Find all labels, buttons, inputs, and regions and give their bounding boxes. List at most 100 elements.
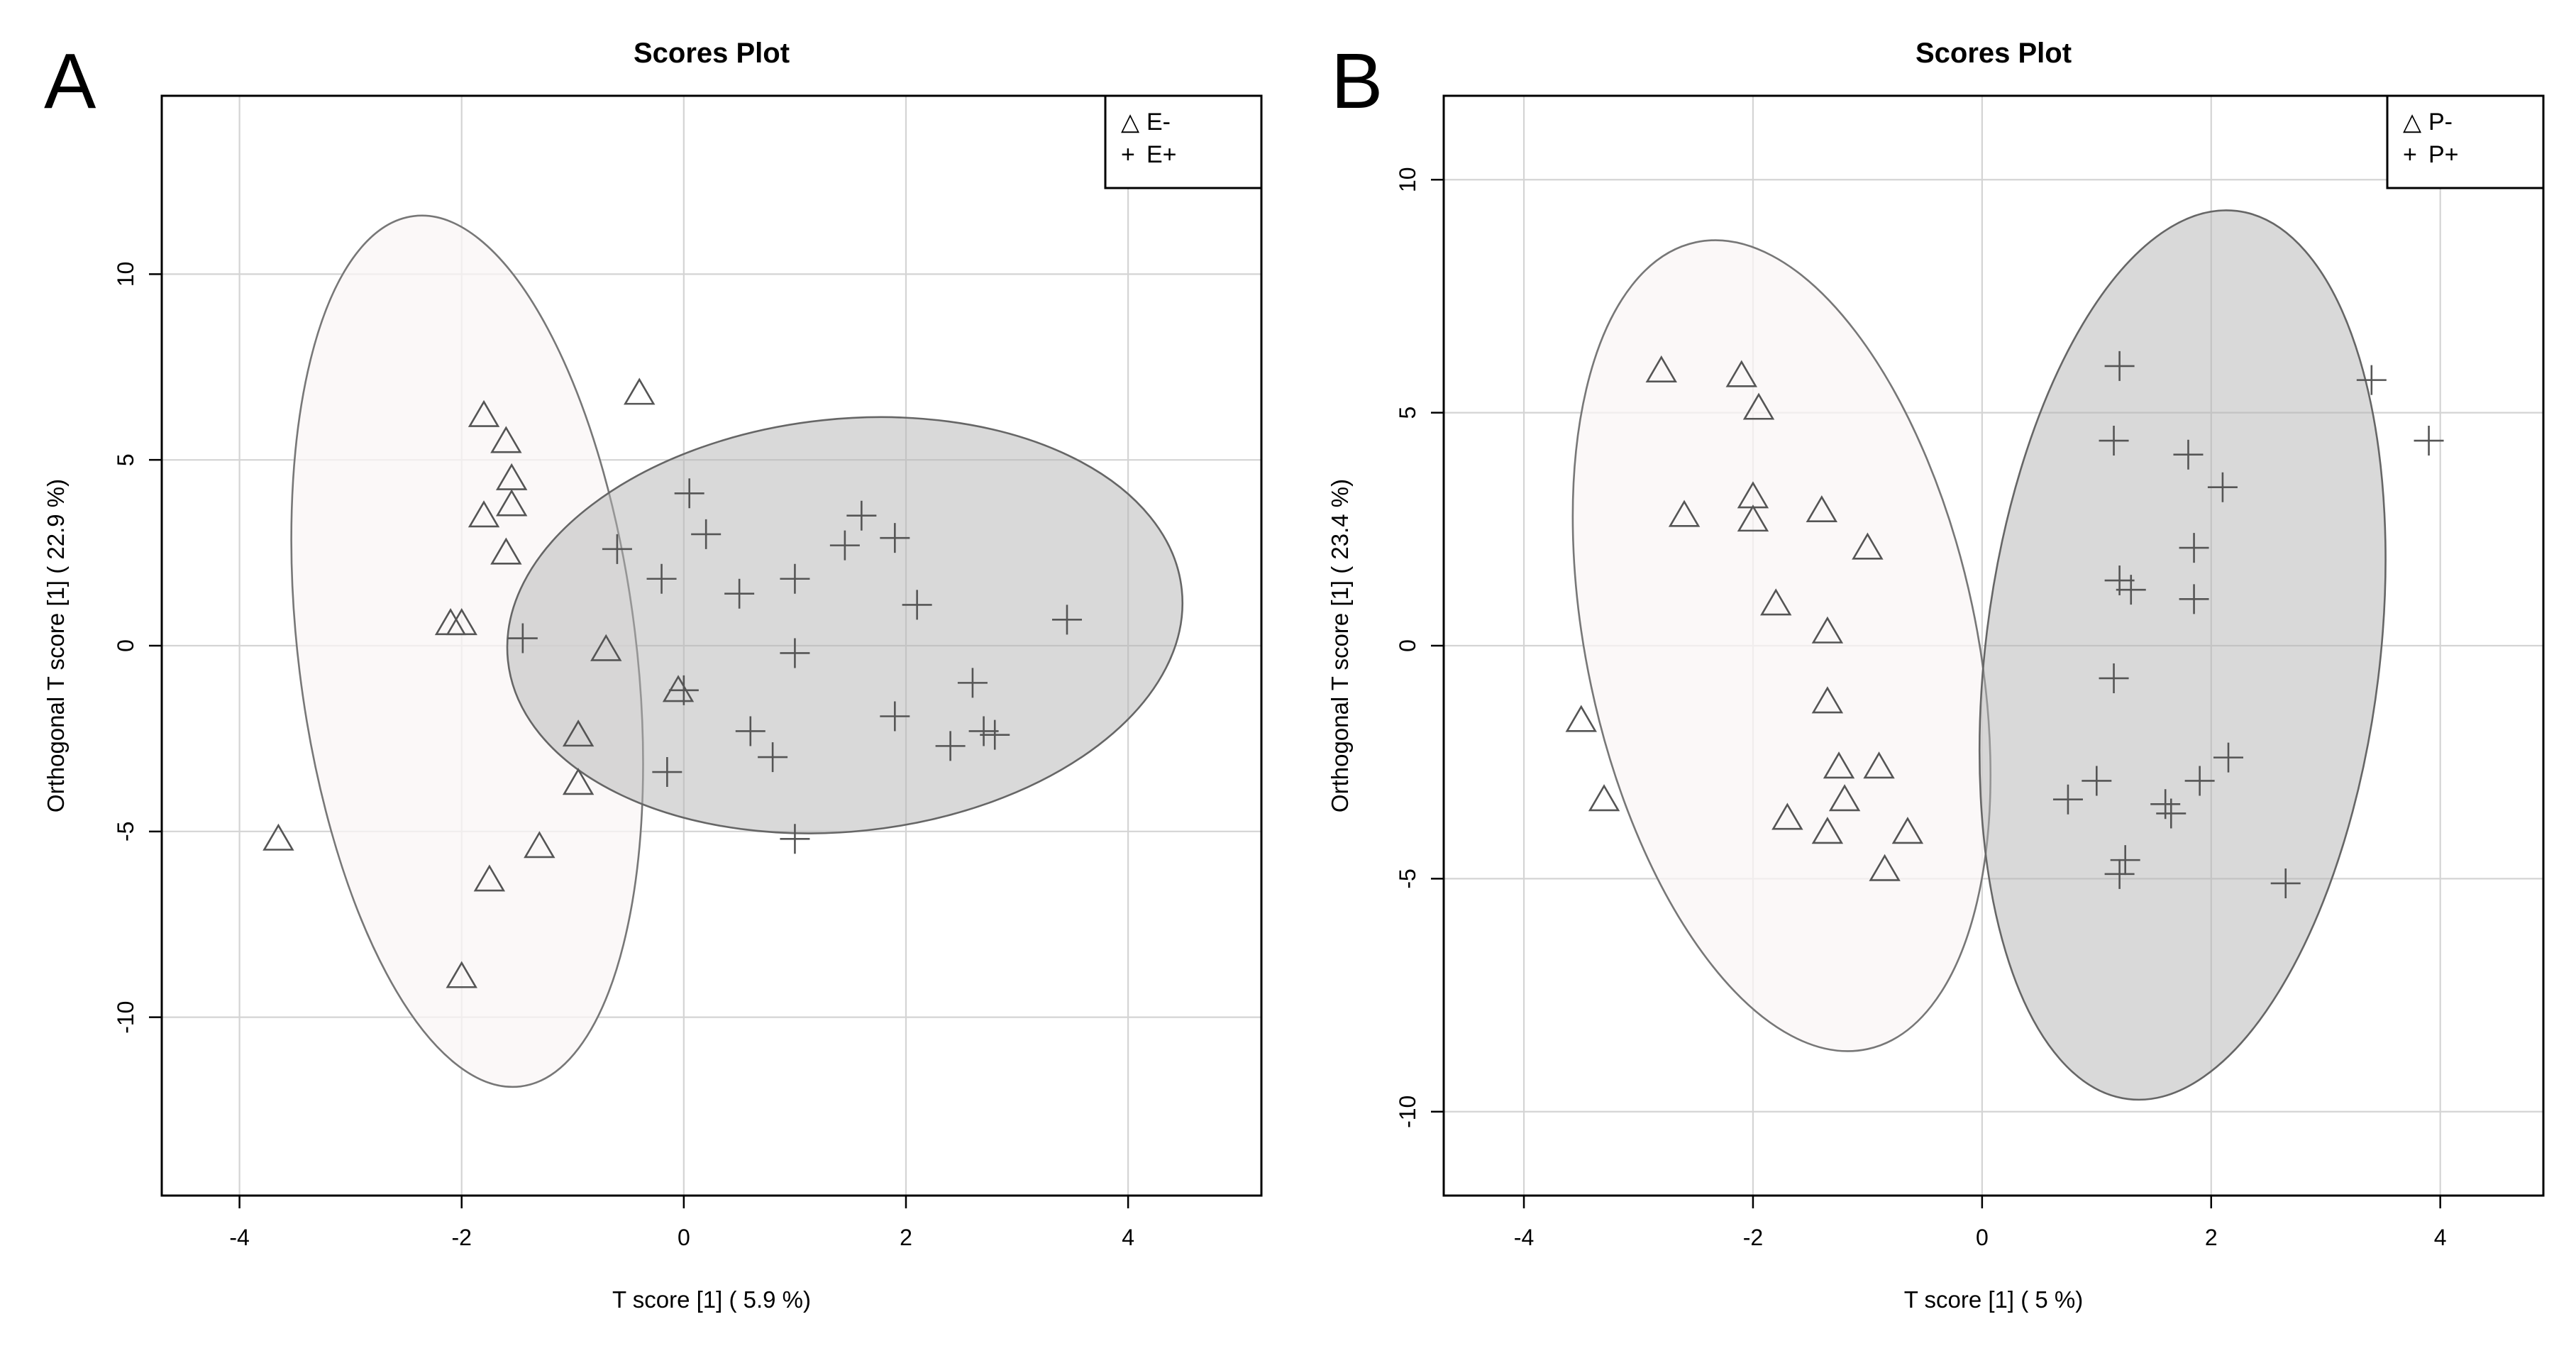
data-point-E+-plus [935,731,966,761]
data-point-P+-plus [2104,351,2135,381]
x-tick-label: 0 [678,1225,690,1250]
data-point-E+-plus [735,716,765,746]
data-point-P+-plus [2173,439,2204,470]
data-point-E--triangle [524,831,555,859]
legend-symbol-E+: + [1121,141,1135,168]
panel-label: B [1331,38,1383,125]
data-point-E--triangle [495,489,528,517]
legend-label-P-: P- [2428,109,2453,136]
data-point-P--triangle [1891,817,1924,844]
data-point-E+-plus [846,500,877,531]
data-point-P--triangle [1565,705,1597,732]
data-point-P--triangle [1811,686,1844,714]
y-tick-label: 5 [113,453,138,466]
data-point-P--triangle [1828,784,1861,812]
panel-a: -4 -2 0 2 4 -10 -5 0 5 10 A Scores Plot T score [1] … [43,38,1263,1313]
data-point-E--triangle [473,864,506,892]
legend-symbol-P-: △ [2403,109,2422,136]
data-point-P--triangle [1725,360,1758,387]
x-tick-label: 2 [900,1225,912,1250]
data-point-E+-plus [724,578,755,609]
legend: △ E- + E+ [1104,94,1263,189]
data-point-P--triangle [1645,355,1677,382]
x-tick-label: 4 [1122,1225,1134,1250]
data-point-P--triangle [1668,500,1701,527]
x-tick-label: 0 [1976,1225,1989,1250]
data-point-P+-plus [2156,798,2187,829]
x-tick-label: 2 [2205,1225,2218,1250]
data-point-P--triangle [1588,784,1620,812]
data-point-P+-plus [2082,766,2112,796]
data-point-P+-plus [2179,584,2209,614]
data-point-E--triangle [624,377,656,405]
data-point-P+-plus [2099,663,2129,693]
legend-label-E+: E+ [1146,141,1177,168]
data-point-E--triangle [662,675,695,702]
x-tick-label: 4 [2434,1225,2447,1250]
data-point-P--triangle [1760,588,1792,616]
data-point-P--triangle [1863,751,1895,779]
data-point-E--triangle [490,537,522,565]
data-point-P+-plus [2270,868,2301,898]
data-point-P+-plus [2414,426,2444,456]
legend-box [2386,94,2545,189]
data-point-P+-plus [2104,859,2135,889]
y-tick-label: 5 [1395,407,1420,419]
y-tick-label: 10 [1395,167,1420,192]
data-point-P--triangle [1811,817,1844,844]
data-point-E+-plus [674,478,704,509]
data-point-E--triangle [562,719,595,747]
data-point-P--triangle [1869,854,1901,881]
legend-box [1104,94,1263,189]
data-point-E--triangle [468,500,500,528]
y-tick-label: -5 [1395,868,1420,888]
x-axis-label: T score [1] ( 5 %) [1904,1286,2083,1313]
data-point-E--triangle [590,634,622,661]
legend-symbol-P+: + [2403,141,2417,168]
legend-label-P+: P+ [2428,141,2459,168]
plot-area [1565,209,2444,1101]
data-point-E--triangle [468,399,500,427]
data-point-P+-plus [2099,426,2129,456]
data-point-P+-plus [2213,742,2243,773]
confidence-ellipse-P+ [1978,209,2387,1101]
y-tick-label: -10 [113,1001,138,1034]
y-axis-label: Orthogonal T score [1] ( 22.9 %) [43,479,69,812]
legend-symbol-E-: △ [1121,109,1140,136]
data-point-P--triangle [1771,802,1803,830]
data-point-P--triangle [1742,392,1775,420]
x-axis-label: T score [1] ( 5.9 %) [612,1286,811,1313]
data-point-E+-plus [668,675,699,705]
data-point-E+-plus [602,534,632,564]
data-point-P+-plus [2179,533,2209,563]
confidence-ellipse-P- [1571,239,1992,1052]
data-point-E+-plus [646,563,677,594]
data-point-P--triangle [1806,495,1838,523]
data-point-E+-plus [758,742,788,773]
data-point-E+-plus [780,563,810,594]
data-point-P+-plus [2356,365,2387,395]
y-tick-label: 0 [113,639,138,652]
plot-title: Scores Plot [1916,38,2072,69]
data-point-P+-plus [2110,845,2140,876]
data-point-E+-plus [902,590,932,620]
data-point-E--triangle [262,823,294,851]
panel-label: A [44,38,96,125]
x-tick-label: -4 [229,1225,249,1250]
panel-b: -4 -2 0 2 4 -10 -5 0 5 10 B Scores Plot T score [1] … [1327,38,2545,1313]
data-point-E--triangle [490,426,522,453]
data-point-P--triangle [1852,532,1884,560]
data-point-E--triangle [446,608,477,636]
data-point-P+-plus [2116,575,2146,605]
data-point-E--triangle [446,961,477,988]
data-point-P--triangle [1737,504,1769,532]
x-tick-label: -2 [452,1225,472,1250]
data-point-E+-plus [957,668,988,698]
data-point-P+-plus [2052,784,2083,815]
legend: △ P- + P+ [2386,94,2545,189]
y-tick-label: -5 [113,822,138,842]
data-point-P+-plus [2207,472,2238,502]
plot-title: Scores Plot [634,38,790,69]
data-point-E+-plus [780,824,810,854]
